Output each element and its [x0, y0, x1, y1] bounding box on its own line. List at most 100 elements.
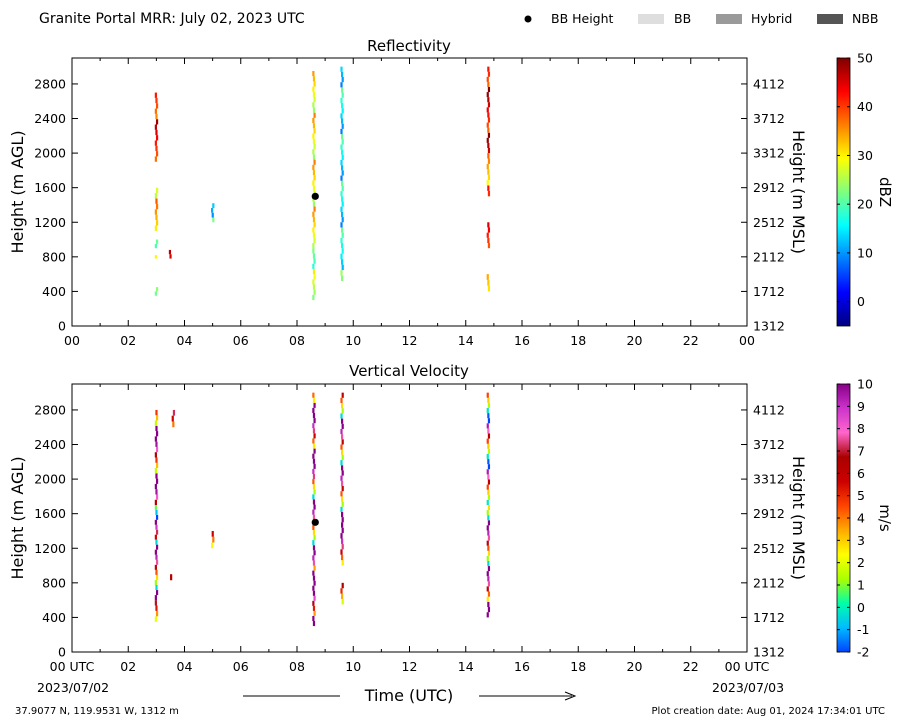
reflectivity-title: Reflectivity	[367, 37, 451, 55]
vertical-velocity-echo-cell	[171, 415, 174, 422]
vertical-velocity-echo-cell	[154, 436, 157, 442]
reflectivity-echo-cell	[312, 268, 316, 275]
reflectivity-echo-cell	[312, 117, 315, 124]
reflectivity-echo-cell	[155, 113, 158, 120]
reflectivity-y2-tick-label: 1312	[753, 319, 785, 334]
reflectivity-echo-cell	[312, 123, 316, 129]
vertical-velocity-x-tick-label: 02	[120, 659, 136, 674]
vertical-velocity-echo-cell	[312, 392, 315, 398]
vertical-velocity-echo-cell	[487, 505, 491, 511]
reflectivity-ylabel: Height (m AGL)	[8, 130, 27, 253]
reflectivity-echo-cell	[313, 237, 316, 243]
reflectivity-echo-cell	[340, 160, 343, 166]
reflectivity-echo-cell	[341, 165, 344, 171]
vertical-velocity-echo-cell	[486, 612, 489, 618]
vertical-velocity-x-tick-label: 10	[345, 659, 361, 674]
vertical-velocity-echo-cell	[312, 540, 315, 546]
reflectivity-echo-cell	[487, 169, 490, 175]
reflectivity-echo-cell	[312, 107, 316, 113]
vertical-velocity-echo-cell	[312, 423, 315, 429]
vertical-velocity-echo-cell	[154, 420, 157, 426]
reflectivity-echo-cell	[312, 279, 315, 285]
vertical-velocity-echo-cell	[313, 565, 316, 571]
vertical-velocity-y2-tick-label: 1712	[753, 610, 785, 625]
vertical-velocity-echo-cell	[340, 533, 343, 539]
vertical-velocity-echo-cell	[341, 465, 344, 471]
vertical-velocity-echo-cell	[155, 605, 158, 611]
vertical-velocity-echo-cell	[487, 418, 491, 424]
reflectivity-echo-cell	[155, 287, 159, 292]
reflectivity-echo-cell	[341, 87, 344, 93]
reflectivity-echo-cell	[486, 107, 489, 113]
vertical-velocity-colorbar-tick-label: 8	[857, 421, 865, 436]
vertical-velocity-echo-cell	[313, 433, 316, 439]
x-axis-label: Time (UTC)	[364, 686, 453, 705]
reflectivity-x-tick-label: 00	[739, 333, 755, 348]
reflectivity-echo-cell	[341, 71, 344, 78]
vertical-velocity-echo-cell	[154, 616, 157, 622]
vertical-velocity-echo-cell	[487, 535, 491, 541]
vertical-velocity-echo-cell	[486, 596, 489, 602]
reflectivity-echo-cell	[312, 248, 315, 254]
vertical-velocity-echo-cell	[312, 438, 315, 444]
reflectivity-echo-cell	[312, 154, 316, 160]
vertical-velocity-echo-cell	[313, 595, 316, 601]
vertical-velocity-echo-cell	[340, 428, 343, 435]
legend-bb-height-label: BB Height	[551, 11, 614, 26]
reflectivity-x-tick-label: 14	[458, 333, 474, 348]
reflectivity-echo-cell	[341, 180, 344, 186]
vertical-velocity-echo-cell	[154, 468, 157, 474]
reflectivity-echoes	[154, 66, 491, 301]
vertical-velocity-echo-cell	[312, 428, 316, 434]
reflectivity-echo-cell	[313, 97, 316, 103]
reflectivity-echo-cell	[312, 133, 315, 139]
legend-bb-label: BB	[674, 11, 691, 26]
vertical-velocity-echo-cell	[341, 527, 344, 534]
reflectivity-echo-cell	[341, 118, 344, 124]
reflectivity-echo-cell	[155, 119, 159, 125]
reflectivity-echo-cell	[313, 289, 316, 295]
vertical-velocity-echo-cell	[487, 530, 490, 536]
reflectivity-echo-cell	[341, 211, 344, 218]
vertical-velocity-echo-cell	[486, 438, 489, 444]
reflectivity-y2-tick-label: 1712	[753, 284, 785, 299]
vertical-velocity-echo-cell	[155, 409, 158, 416]
vertical-velocity-y-tick-label: 400	[42, 610, 66, 625]
vertical-velocity-echo-cell	[341, 486, 344, 492]
vertical-velocity-echo-cell	[313, 448, 316, 454]
reflectivity-y-tick-label: 2400	[34, 111, 66, 126]
vertical-velocity-x-tick-label: 14	[458, 659, 474, 674]
reflectivity-echo-cell	[154, 243, 157, 249]
reflectivity-echo-cell	[154, 140, 157, 146]
reflectivity-y-tick-label: 400	[42, 284, 66, 299]
vertical-velocity-echo-cell	[487, 566, 491, 572]
reflectivity-echo-cell	[154, 225, 157, 231]
reflectivity-echo-cell	[340, 237, 343, 244]
vertical-velocity-echo-cell	[154, 452, 157, 458]
reflectivity-echo-cell	[155, 203, 159, 210]
legend-hybrid-swatch	[716, 14, 742, 24]
vertical-velocity-echo-cell	[155, 574, 159, 580]
reflectivity-echo-cell	[312, 164, 315, 171]
vertical-velocity-colorbar-tick-label: 7	[857, 444, 865, 459]
vertical-velocity-echo-cell	[341, 543, 344, 550]
vertical-velocity-echo-cell	[211, 530, 214, 537]
reflectivity-echo-cell	[312, 242, 315, 249]
reflectivity-echo-cell	[487, 86, 491, 93]
legend-bb-height-marker	[524, 15, 532, 23]
legend-bb-swatch	[638, 14, 664, 24]
vertical-velocity-x-tick-label: 20	[627, 659, 643, 674]
vertical-velocity-x-tick-label: 18	[570, 659, 586, 674]
reflectivity-echo-cell	[487, 81, 490, 87]
reflectivity-y2-tick-label: 3712	[753, 111, 785, 126]
vertical-velocity-echo-cell	[155, 489, 158, 495]
vertical-velocity-echo-cell	[341, 522, 344, 528]
reflectivity-echo-cell	[341, 201, 344, 207]
reflectivity-echo-cell	[155, 129, 158, 136]
reflectivity-echo-cell	[341, 259, 344, 265]
vertical-velocity-echo-cell	[155, 524, 158, 530]
vertical-velocity-x-tick-label: 04	[177, 659, 193, 674]
reflectivity-echo-cell	[154, 255, 157, 259]
vertical-velocity-echo-cell	[486, 540, 489, 546]
reflectivity-x-tick-label: 22	[683, 333, 699, 348]
